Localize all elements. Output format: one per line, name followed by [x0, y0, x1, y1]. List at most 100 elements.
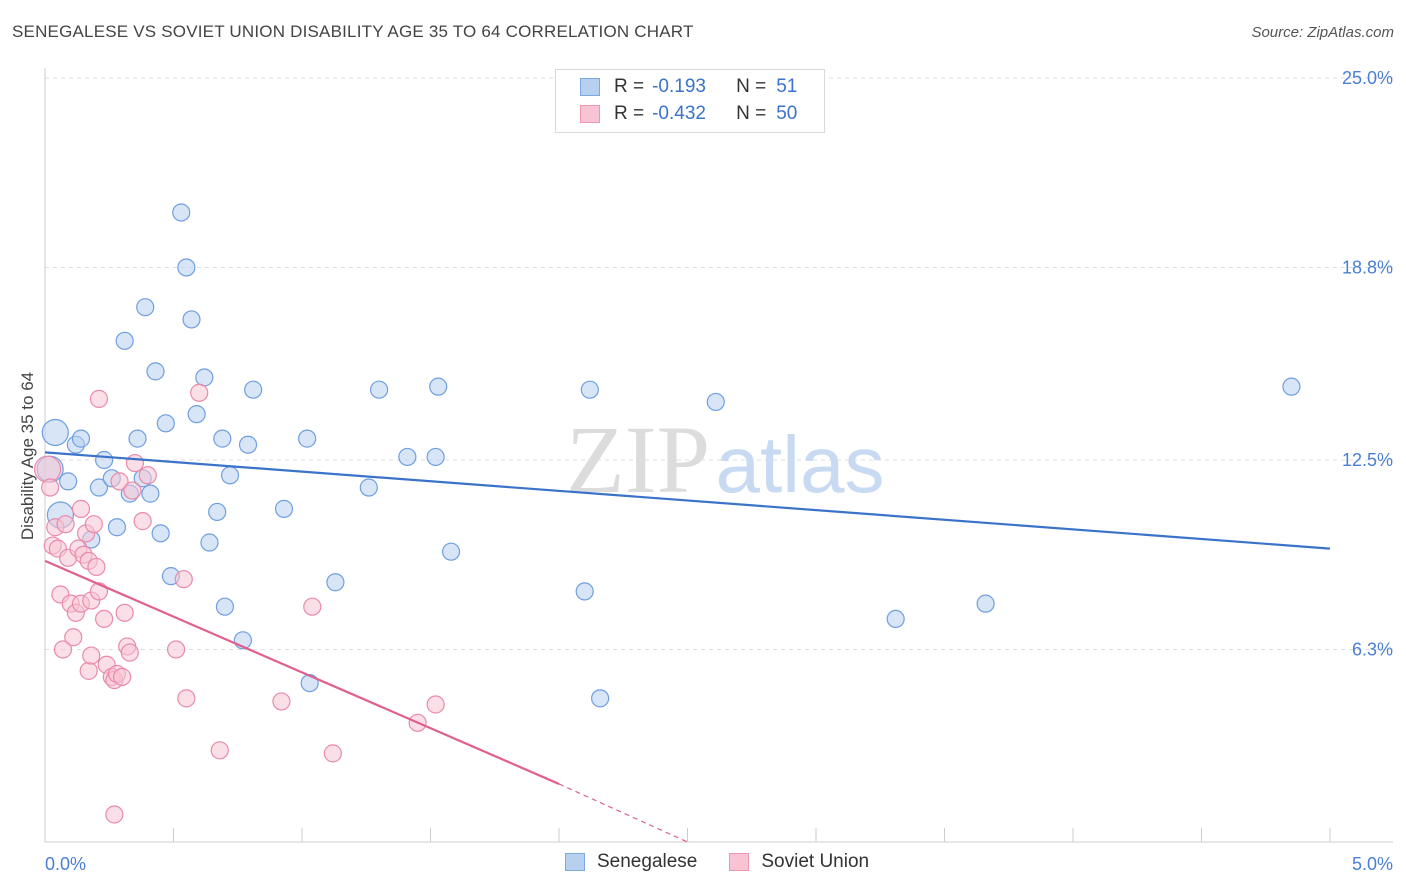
legend-r-value: -0.193	[652, 76, 706, 97]
data-point	[426, 447, 445, 467]
data-point	[89, 478, 109, 497]
data-point	[110, 472, 129, 491]
data-point	[89, 389, 109, 408]
legend-n-label: N =	[736, 76, 767, 97]
data-point	[174, 570, 193, 589]
series-legend-soviet-union: Soviet Union	[729, 851, 869, 873]
data-point	[398, 447, 417, 467]
trend-line	[44, 451, 1331, 550]
data-point	[238, 435, 258, 454]
y-axis-label: Disability Age 35 to 64	[18, 372, 37, 540]
data-point	[141, 484, 160, 503]
trend-lines	[44, 451, 1331, 843]
data-point	[156, 414, 175, 433]
y-tick-label: 18.8%	[1342, 257, 1393, 277]
data-point	[326, 573, 345, 592]
trend-line	[44, 559, 560, 785]
data-point	[166, 640, 186, 659]
data-point	[33, 455, 62, 483]
data-point	[272, 692, 291, 711]
data-point	[274, 499, 294, 518]
legend-n-value: 50	[776, 103, 798, 124]
y-tick-label: 12.5%	[1342, 450, 1393, 470]
gridlines	[45, 77, 1393, 650]
series-legend-swatch-senegalese	[565, 853, 585, 871]
series-legend-senegalese: Senegalese	[565, 851, 697, 873]
series-legend: Senegalese Soviet Union	[565, 851, 901, 873]
data-point	[1282, 377, 1301, 396]
y-tick-label: 25.0%	[1342, 68, 1393, 88]
data-point	[208, 502, 227, 522]
data-point	[120, 643, 139, 662]
legend-swatch-senegalese	[580, 78, 600, 96]
data-point	[79, 661, 98, 680]
data-point	[115, 331, 134, 350]
data-point	[244, 380, 263, 399]
data-point	[215, 597, 234, 616]
data-point	[429, 377, 448, 396]
tick-labels: 6.3% 12.5% 18.8% 25.0% 0.0% 5.0%	[45, 68, 1393, 874]
data-point	[82, 646, 101, 665]
legend-r-value: -0.432	[652, 103, 706, 124]
data-point	[220, 466, 240, 485]
data-point	[133, 512, 152, 531]
source-label: Source: ZipAtlas.com	[1251, 24, 1394, 41]
series-legend-swatch-soviet-union	[729, 853, 750, 871]
legend-n-value: 51	[776, 76, 798, 97]
data-point	[53, 640, 73, 659]
legend: R = -0.193 N = 51 R = -0.432 N = 50	[555, 69, 825, 133]
x-tick-label: 5.0%	[1352, 854, 1393, 874]
data-point	[128, 429, 147, 448]
data-point	[125, 453, 145, 473]
data-point	[71, 429, 91, 448]
data-point	[56, 515, 75, 534]
data-point	[298, 429, 317, 448]
trend-line-extension	[558, 783, 688, 843]
y-tick-label: 6.3%	[1352, 639, 1393, 659]
data-point	[84, 515, 103, 534]
legend-r-label: R =	[614, 103, 645, 124]
data-point	[182, 310, 201, 329]
data-point	[95, 609, 114, 629]
data-point	[87, 557, 106, 577]
data-point	[200, 533, 219, 552]
data-point	[575, 582, 594, 601]
data-point	[71, 499, 91, 518]
legend-r-label: R =	[614, 76, 645, 97]
legend-swatch-soviet-union	[580, 105, 600, 123]
data-point	[105, 805, 124, 824]
data-point	[976, 594, 995, 613]
data-point	[580, 380, 599, 399]
data-point	[190, 383, 209, 402]
data-point	[370, 380, 389, 399]
data-point	[210, 741, 229, 760]
data-point	[115, 603, 134, 622]
data-point	[151, 524, 170, 543]
watermark-atlas: atlas	[716, 420, 885, 509]
chart-title: SENEGALESE VS SOVIET UNION DISABILITY AG…	[12, 22, 694, 41]
data-point	[177, 258, 196, 277]
data-point	[59, 472, 78, 491]
data-point	[123, 481, 142, 500]
data-point	[177, 689, 196, 708]
axes	[44, 68, 1393, 843]
data-point	[146, 362, 165, 381]
data-point	[706, 392, 725, 412]
data-point	[187, 405, 206, 424]
data-point	[112, 667, 132, 687]
data-point	[441, 542, 461, 561]
data-point	[64, 628, 83, 647]
data-point	[426, 695, 445, 714]
legend-row-soviet-union: R = -0.432 N = 50	[580, 102, 797, 126]
series-legend-label: Soviet Union	[761, 851, 870, 872]
data-point	[323, 744, 342, 763]
data-point	[41, 478, 60, 497]
data-point	[359, 478, 378, 497]
x-tick-label: 0.0%	[45, 854, 86, 874]
watermark-zip: ZIP	[566, 406, 710, 513]
data-point	[138, 466, 157, 485]
data-point	[213, 429, 232, 448]
data-point	[41, 418, 69, 447]
legend-row-senegalese: R = -0.193 N = 51	[580, 75, 797, 99]
